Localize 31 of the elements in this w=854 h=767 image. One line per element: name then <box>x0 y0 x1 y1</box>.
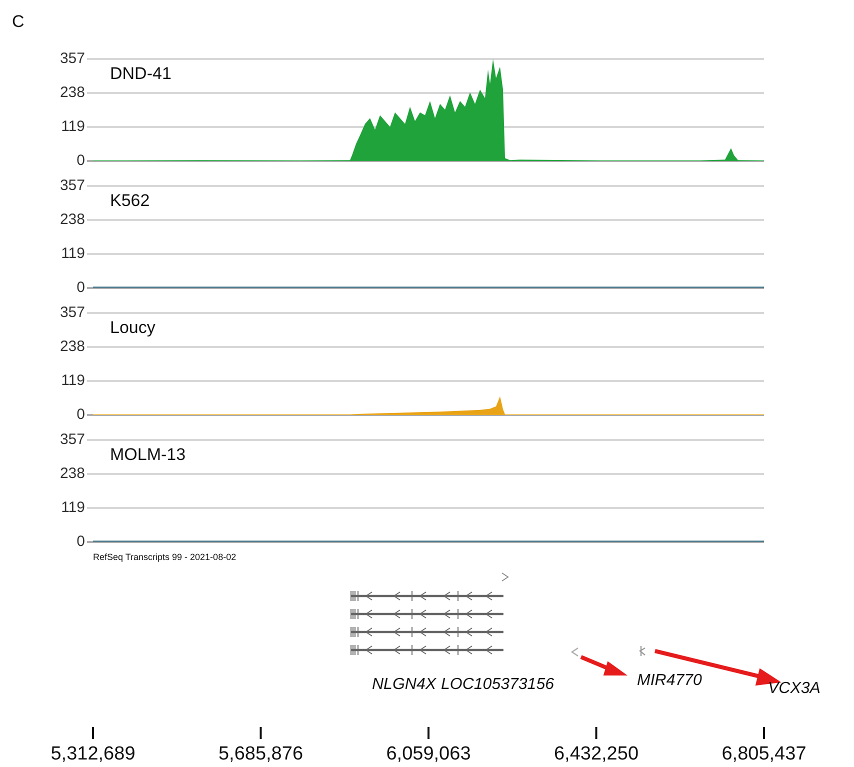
chart-title: DND-41 <box>110 64 172 84</box>
y-tick-label: 238 <box>60 84 85 102</box>
y-tick-label: 357 <box>60 304 85 322</box>
y-tick-label: 119 <box>61 245 85 262</box>
y-tick-label: 238 <box>60 465 85 482</box>
text: LOC105373156 <box>441 676 554 694</box>
chart-title: RefSeq Transcripts 99 - 2021-08-02 <box>93 552 236 562</box>
chart-title: K562 <box>110 191 150 211</box>
y-tick-label: 0 <box>76 279 85 296</box>
y-tick-label: 119 <box>61 372 85 390</box>
y-tick-label: 0 <box>76 152 85 170</box>
text: NLGN4X <box>372 676 436 694</box>
x-tick-label: 5,685,876 <box>218 744 304 765</box>
y-tick-label: 357 <box>60 50 85 68</box>
y-tick-label: 357 <box>60 177 85 194</box>
x-tick-label: 5,312,689 <box>50 744 136 765</box>
y-tick-label: 0 <box>76 533 85 550</box>
text: C <box>12 12 24 32</box>
y-tick-label: 119 <box>61 118 85 136</box>
chart-title: Loucy <box>110 318 156 338</box>
y-tick-label: 238 <box>60 211 85 228</box>
x-tick-label: 6,805,437 <box>722 744 806 765</box>
chart-title: MOLM-13 <box>110 445 186 465</box>
text: VCX3A <box>768 680 820 698</box>
text: MIR4770 <box>637 672 702 690</box>
y-tick-label: 357 <box>60 431 85 448</box>
y-tick-label: 0 <box>76 406 85 424</box>
y-tick-label: 119 <box>61 499 85 516</box>
x-tick-label: 6,432,250 <box>554 744 639 765</box>
y-tick-label: 238 <box>60 338 85 356</box>
x-tick-label: 6,059,063 <box>386 744 471 765</box>
